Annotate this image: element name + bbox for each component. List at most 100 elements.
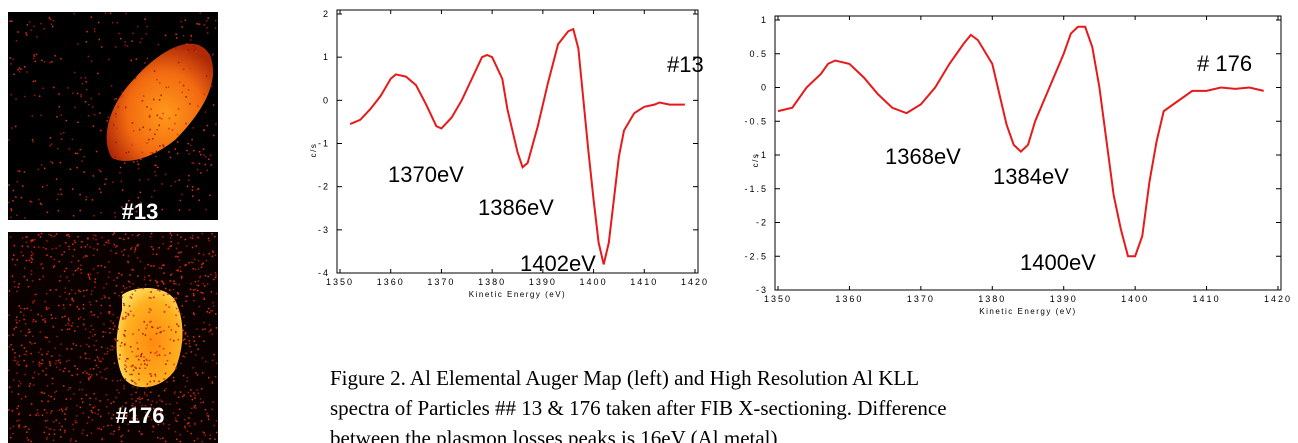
noise-dot bbox=[100, 428, 102, 431]
noise-dot bbox=[140, 354, 143, 356]
noise-dot bbox=[95, 234, 97, 237]
noise-dot bbox=[95, 239, 97, 241]
noise-dot bbox=[58, 304, 60, 307]
noise-dot bbox=[152, 425, 154, 427]
noise-dot bbox=[91, 290, 93, 292]
noise-dot bbox=[51, 61, 53, 63]
noise-dot bbox=[111, 348, 114, 351]
noise-dot bbox=[137, 196, 140, 199]
noise-dot bbox=[191, 186, 194, 188]
noise-dot bbox=[59, 161, 62, 164]
noise-dot bbox=[83, 324, 85, 326]
noise-dot bbox=[110, 128, 113, 131]
noise-dot bbox=[210, 291, 213, 293]
noise-dot bbox=[38, 361, 41, 364]
noise-dot bbox=[24, 334, 27, 337]
noise-dot bbox=[151, 400, 154, 403]
noise-dot bbox=[100, 346, 103, 348]
noise-dot bbox=[96, 356, 99, 358]
noise-dot bbox=[105, 378, 107, 380]
noise-dot bbox=[94, 412, 96, 414]
noise-dot bbox=[51, 248, 54, 250]
noise-dot bbox=[155, 174, 157, 177]
noise-dot bbox=[135, 391, 137, 394]
noise-dot bbox=[190, 261, 193, 263]
noise-dot bbox=[141, 100, 144, 102]
noise-dot bbox=[177, 338, 180, 341]
noise-dot bbox=[195, 344, 197, 346]
noise-dot bbox=[177, 242, 179, 244]
noise-dot bbox=[9, 20, 11, 23]
noise-dot bbox=[75, 344, 77, 347]
noise-dot bbox=[215, 327, 218, 329]
noise-dot bbox=[87, 273, 90, 276]
noise-dot bbox=[97, 366, 99, 369]
noise-dot bbox=[100, 304, 103, 307]
noise-dot bbox=[132, 364, 134, 367]
noise-dot bbox=[67, 233, 70, 236]
plot-frame bbox=[336, 9, 699, 274]
noise-dot bbox=[150, 373, 152, 375]
noise-dot bbox=[131, 293, 134, 296]
noise-dot bbox=[168, 151, 170, 153]
noise-dot bbox=[74, 365, 76, 367]
noise-dot bbox=[17, 405, 20, 407]
noise-dot bbox=[140, 355, 142, 358]
noise-dot bbox=[137, 275, 139, 277]
noise-dot bbox=[133, 206, 136, 209]
noise-dot bbox=[200, 291, 202, 294]
noise-dot bbox=[72, 188, 74, 190]
noise-dot bbox=[45, 367, 47, 370]
noise-dot bbox=[74, 292, 77, 295]
noise-dot bbox=[93, 314, 96, 316]
noise-dot bbox=[28, 328, 30, 331]
noise-dot bbox=[84, 246, 87, 248]
noise-dot bbox=[122, 254, 125, 256]
noise-dot bbox=[97, 21, 100, 24]
noise-dot bbox=[205, 19, 208, 22]
noise-dot bbox=[105, 405, 108, 408]
noise-dot bbox=[70, 261, 73, 263]
noise-dot bbox=[64, 315, 66, 318]
noise-dot bbox=[110, 424, 113, 426]
noise-dot bbox=[93, 392, 95, 395]
noise-dot bbox=[109, 348, 112, 351]
noise-dot bbox=[114, 338, 116, 340]
noise-dot bbox=[55, 289, 57, 291]
noise-dot bbox=[157, 436, 159, 439]
noise-dot bbox=[58, 260, 60, 263]
noise-dot bbox=[76, 368, 79, 370]
noise-dot bbox=[98, 360, 100, 362]
noise-dot bbox=[113, 346, 115, 349]
noise-dot bbox=[179, 266, 181, 268]
noise-dot bbox=[163, 311, 166, 313]
noise-dot bbox=[104, 183, 106, 185]
noise-dot bbox=[174, 47, 177, 49]
noise-dot bbox=[83, 318, 85, 321]
noise-dot bbox=[164, 287, 167, 290]
noise-dot bbox=[149, 279, 152, 282]
noise-dot bbox=[25, 350, 28, 353]
noise-dot bbox=[196, 374, 199, 376]
noise-dot bbox=[73, 393, 75, 395]
noise-dot bbox=[158, 247, 160, 249]
noise-dot bbox=[129, 345, 132, 348]
noise-dot bbox=[148, 274, 150, 277]
noise-dot bbox=[40, 263, 42, 266]
noise-dot bbox=[185, 295, 187, 298]
noise-dot bbox=[66, 328, 69, 331]
noise-dot bbox=[82, 303, 85, 306]
noise-dot bbox=[198, 305, 201, 308]
noise-dot bbox=[197, 62, 199, 64]
noise-dot bbox=[57, 360, 60, 362]
noise-dot bbox=[130, 408, 132, 411]
noise-dot bbox=[177, 268, 179, 271]
noise-dot bbox=[209, 434, 212, 436]
noise-dot bbox=[169, 289, 171, 291]
noise-dot bbox=[59, 188, 62, 191]
noise-dot bbox=[26, 431, 28, 433]
noise-dot bbox=[214, 235, 216, 238]
noise-dot bbox=[12, 200, 14, 202]
noise-dot bbox=[194, 47, 197, 50]
noise-dot bbox=[72, 215, 75, 217]
